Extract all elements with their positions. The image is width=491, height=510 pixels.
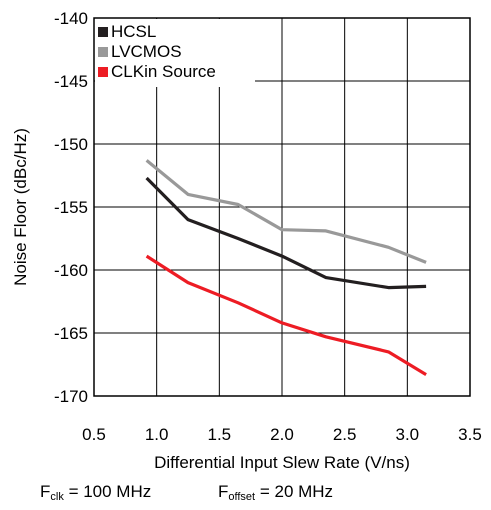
y-tick-labels: -140 -145 -150 -155 -160 -165 -170 <box>54 9 88 406</box>
series-line-hcsl <box>145 176 427 290</box>
series-lines <box>145 159 427 376</box>
y-tick-label: -140 <box>54 9 88 28</box>
x-tick-labels: 0.5 1.0 1.5 2.0 2.5 3.0 3.5 <box>82 425 482 444</box>
x-tick-label: 1.5 <box>208 425 232 444</box>
x-tick-label: 2.0 <box>270 425 294 444</box>
foffset-footnote: Foffset = 20 MHz <box>218 482 333 503</box>
legend-swatch <box>98 47 108 57</box>
legend-swatch <box>98 27 108 37</box>
y-tick-label: -155 <box>54 198 88 217</box>
x-tick-label: 2.5 <box>333 425 357 444</box>
fclk-footnote: Fclk = 100 MHz <box>40 482 151 503</box>
y-tick-label: -165 <box>54 324 88 343</box>
legend-label: CLKin Source <box>111 62 216 81</box>
x-tick-label: 3.5 <box>458 425 482 444</box>
fclk-value: = 100 MHz <box>63 482 152 501</box>
y-tick-label: -170 <box>54 387 88 406</box>
foffset-value: = 20 MHz <box>255 482 334 501</box>
fclk-symbol: F <box>40 482 51 501</box>
legend-label: LVCMOS <box>111 42 182 61</box>
series-line-clkin-source <box>145 254 427 376</box>
fclk-subscript: clk <box>50 491 64 503</box>
series-line-lvcmos <box>145 159 427 264</box>
y-tick-label: -160 <box>54 261 88 280</box>
x-axis-label: Differential Input Slew Rate (V/ns) <box>154 453 410 472</box>
foffset-subscript: offset <box>228 491 256 503</box>
legend-background <box>95 19 255 87</box>
y-tick-label: -150 <box>54 135 88 154</box>
y-tick-label: -145 <box>54 72 88 91</box>
x-tick-label: 0.5 <box>82 425 106 444</box>
foffset-symbol: F <box>218 482 229 501</box>
x-tick-label: 3.0 <box>396 425 420 444</box>
x-tick-label: 1.0 <box>145 425 169 444</box>
legend-label: HCSL <box>111 22 156 41</box>
legend-swatch <box>98 67 108 77</box>
y-axis-label: Noise Floor (dBc/Hz) <box>11 128 30 286</box>
plot-border <box>93 17 471 397</box>
